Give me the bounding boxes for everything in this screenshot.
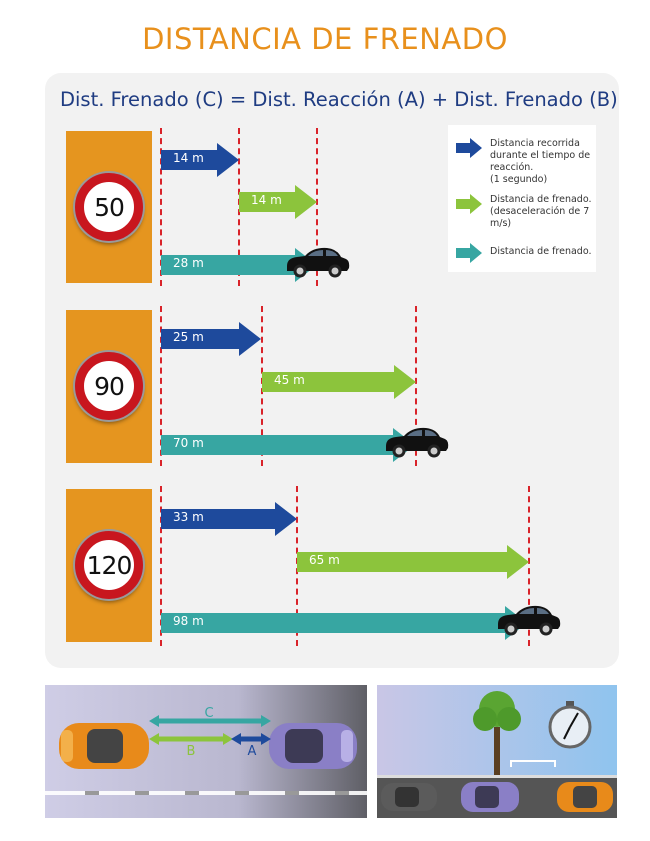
grey-car-top-icon: [381, 783, 437, 811]
legend-note: (1 segundo): [490, 174, 548, 185]
blue-arrow-icon: [456, 138, 482, 158]
guide-line: [316, 128, 318, 286]
speed-value: 50: [94, 192, 125, 222]
speed-block-50: 50: [66, 131, 152, 283]
orange-car-top-icon: [557, 782, 613, 812]
braking-arrow: 14 m: [239, 185, 317, 219]
legend-text: Distancia recorrida durante el tiempo de…: [490, 138, 591, 173]
braking-arrow: 45 m: [262, 365, 416, 399]
total-arrow: 98 m: [161, 606, 527, 640]
total-distance-label: 28 m: [173, 256, 204, 270]
total-distance-label: 98 m: [173, 614, 204, 628]
legend: Distancia recorrida durante el tiempo de…: [448, 125, 596, 272]
speed-limit-sign-icon: 50: [75, 173, 143, 241]
reaction-arrow: 25 m: [161, 322, 261, 356]
reaction-distance-label: 14 m: [173, 151, 204, 165]
formula-heading: Dist. Frenado (C) = Dist. Reacción (A) +…: [60, 88, 618, 111]
guide-line: [415, 306, 417, 466]
purple-car-top-icon: [269, 723, 357, 769]
tree-icon: [473, 691, 521, 775]
total-arrow: 70 m: [161, 428, 415, 462]
road-scene-top-view: C B A: [45, 685, 367, 818]
guide-line: [160, 128, 162, 286]
green-arrow-icon: [456, 194, 482, 214]
guide-line: [160, 486, 162, 646]
speed-value: 120: [86, 550, 133, 580]
car-icon: [498, 605, 561, 636]
braking-distance-label: 65 m: [309, 553, 340, 567]
reaction-arrow: 14 m: [161, 143, 239, 177]
legend-text: Distancia de frenado. (desaceleración de…: [490, 194, 592, 229]
road-lane-marking: [45, 791, 367, 795]
reaction-distance-label: 33 m: [173, 510, 204, 524]
label-a: A: [248, 744, 257, 759]
car-icon: [287, 247, 350, 278]
roadside-scene: [377, 685, 617, 818]
stopwatch-icon: [548, 701, 592, 749]
guide-line: [528, 486, 530, 646]
braking-distance-label: 14 m: [251, 193, 282, 207]
distance-arrow-c: [149, 715, 271, 727]
speed-limit-sign-icon: 120: [75, 531, 143, 599]
distance-bracket: [510, 760, 556, 767]
reaction-distance-label: 25 m: [173, 330, 204, 344]
total-distance-label: 70 m: [173, 436, 204, 450]
page-title: DISTANCIA DE FRENADO: [142, 22, 508, 56]
distance-arrow-a: [231, 733, 271, 745]
legend-text: Distancia de frenado.: [490, 246, 592, 257]
orange-car-top-icon: [59, 723, 149, 769]
speed-block-120: 120: [66, 489, 152, 642]
speed-limit-sign-icon: 90: [75, 352, 143, 420]
speed-value: 90: [94, 371, 125, 401]
label-c: C: [204, 706, 213, 721]
braking-distance-label: 45 m: [274, 373, 305, 387]
teal-arrow-icon: [456, 243, 482, 263]
distance-arrow-b: [149, 733, 233, 745]
braking-arrow: 65 m: [297, 545, 529, 579]
reaction-arrow: 33 m: [161, 502, 297, 536]
guide-line: [160, 306, 162, 466]
purple-car-top-icon: [461, 782, 519, 812]
speed-block-90: 90: [66, 310, 152, 463]
car-icon: [386, 427, 449, 458]
label-b: B: [187, 744, 196, 759]
